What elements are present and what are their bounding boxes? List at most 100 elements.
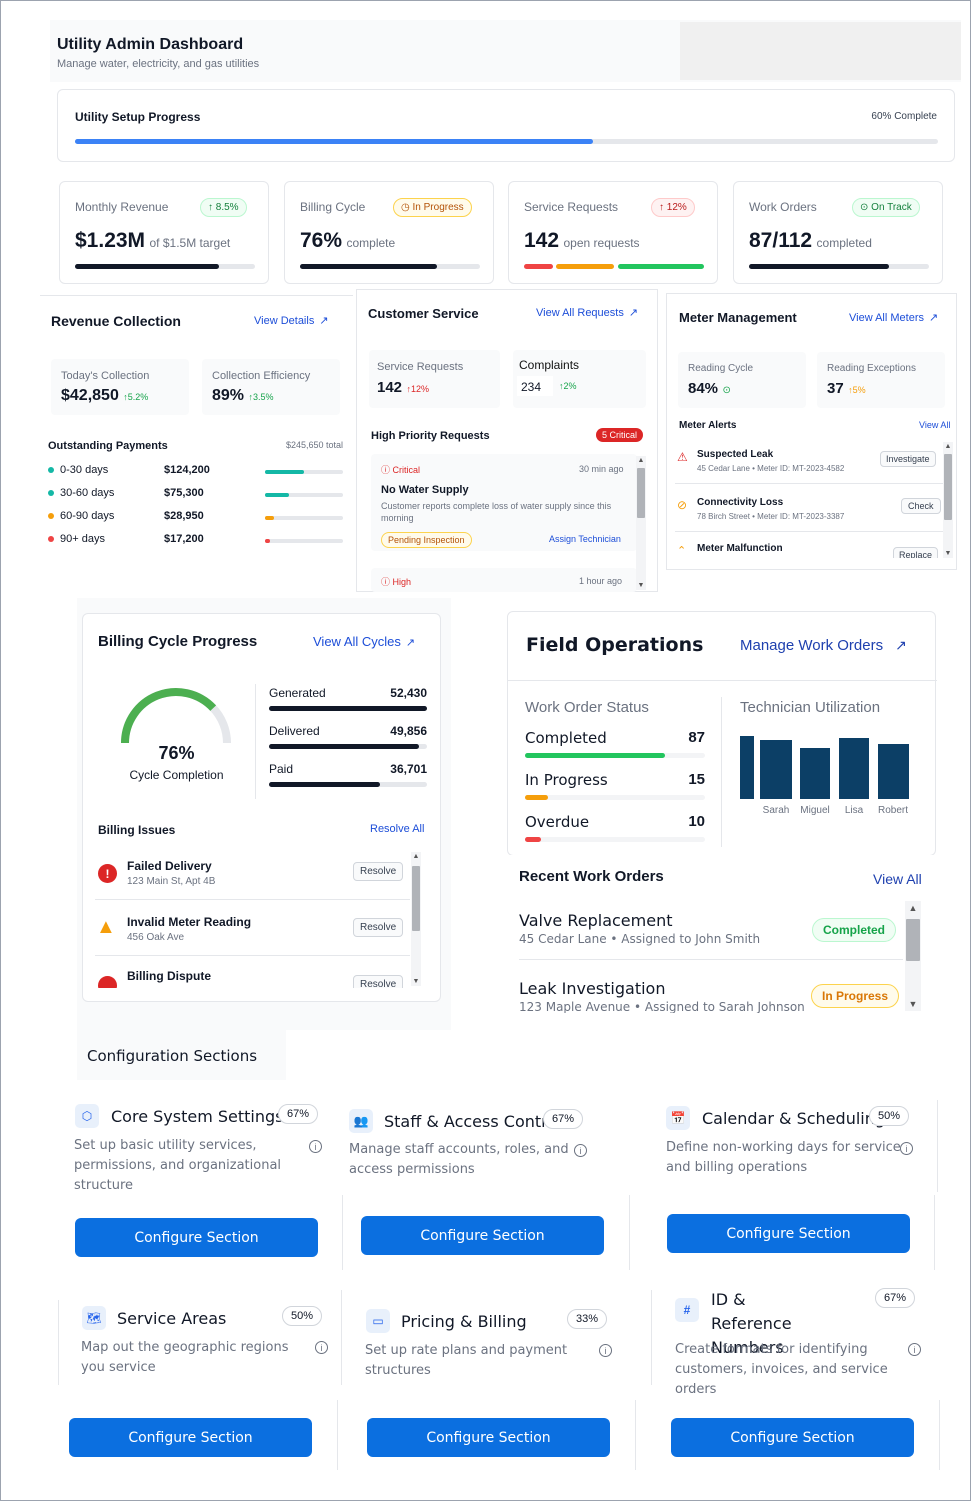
divider <box>629 1195 630 1270</box>
configure-section-button[interactable]: Configure Section <box>667 1214 910 1253</box>
scroll-down-icon[interactable]: ▼ <box>944 550 952 557</box>
panel-title: Field Operations <box>526 634 704 656</box>
configure-section-button[interactable]: Configure Section <box>671 1418 914 1457</box>
trending-up-icon: ↗ <box>319 315 329 327</box>
stat-card-work-orders: Work Orders ⊙ On Track 87/112 completed <box>733 181 943 284</box>
scroll-up-icon[interactable]: ▲ <box>412 853 420 860</box>
replace-button[interactable]: Replace <box>893 547 939 558</box>
alert-title: Connectivity Loss <box>697 497 784 508</box>
alert-item: ⚠ Suspected Leak 45 Cedar Lane • Meter I… <box>675 442 943 484</box>
setup-progress-card: Utility Setup Progress 60% Complete <box>57 89 955 162</box>
investigate-button[interactable]: Investigate <box>880 451 936 467</box>
config-card-calendar: 📅 Calendar & Scheduling 50% Define non-w… <box>660 1097 940 1272</box>
config-title: Staff & Access Control <box>384 1112 562 1131</box>
header-area: Utility Admin Dashboard Manage water, el… <box>50 20 961 82</box>
info-icon[interactable]: i <box>315 1341 328 1354</box>
resolve-button[interactable]: Resolve <box>353 975 404 988</box>
view-all-cycles-link[interactable]: View All Cycles ↗ <box>313 634 416 649</box>
alert-sub: 45 Cedar Lane • Meter ID: MT-2023-4582 <box>697 464 845 473</box>
reading-exceptions-label: Reading Exceptions <box>827 363 916 374</box>
arrow-up-icon: ↑ <box>659 202 667 213</box>
info-icon[interactable]: i <box>900 1142 913 1155</box>
issues-scrollbar[interactable]: ▲ ▼ <box>411 852 421 986</box>
requests-scrollbar[interactable]: ▲ ▼ <box>636 456 646 590</box>
view-all-work-orders-link[interactable]: View All <box>873 871 922 887</box>
scroll-down-icon[interactable]: ▼ <box>908 999 918 1009</box>
meter-management-panel: Meter Management View All Meters ↗ Readin… <box>666 293 957 570</box>
view-all-meters-link[interactable]: View All Meters ↗ <box>849 312 939 324</box>
scroll-down-icon[interactable]: ▼ <box>412 978 420 985</box>
wo-status-title: Work Order Status <box>525 699 649 716</box>
configure-section-button[interactable]: Configure Section <box>69 1418 312 1457</box>
request-time: 1 hour ago <box>579 576 623 586</box>
view-details-link[interactable]: View Details ↗ <box>254 315 329 327</box>
billing-stat-row: Paid 36,701 <box>269 762 427 792</box>
scroll-thumb[interactable] <box>906 919 920 961</box>
panel-title: Meter Management <box>679 310 797 325</box>
status-badge: In Progress <box>811 984 900 1008</box>
assign-technician-link[interactable]: Assign Technician <box>549 534 621 544</box>
resolve-button[interactable]: Resolve <box>353 918 404 937</box>
stat-value: $1.23M <box>75 229 146 252</box>
work-order-status-row: Overdue 10 <box>525 813 705 847</box>
info-icon[interactable]: i <box>309 1140 322 1153</box>
status-dot <box>48 467 54 473</box>
work-order-sub: 123 Maple Avenue • Assigned to Sarah Joh… <box>519 1000 805 1013</box>
stat-card-service-requests: Service Requests ↑ 12% 142 open requests <box>508 181 718 284</box>
tech-bar <box>839 738 869 799</box>
wo-bar <box>525 837 705 842</box>
info-icon[interactable]: i <box>908 1343 921 1356</box>
config-title: Calendar & Scheduling <box>702 1109 886 1128</box>
configure-section-button[interactable]: Configure Section <box>75 1218 318 1257</box>
wo-label: In Progress <box>525 771 608 789</box>
today-label: Today's Collection <box>61 370 150 382</box>
reading-exceptions-value: 37 <box>827 380 844 397</box>
stat-label: Work Orders <box>749 200 817 214</box>
stat-bar <box>269 782 427 787</box>
trending-up-icon: ↗ <box>405 637 416 649</box>
gauge-track <box>121 688 231 744</box>
config-card-pricing: ▭ Pricing & Billing 33% Set up rate plan… <box>355 1300 630 1475</box>
scroll-up-icon[interactable]: ▲ <box>637 457 645 464</box>
stat-suffix: open requests <box>563 236 640 250</box>
billing-cycle-panel: Billing Cycle Progress View All Cycles ↗ … <box>82 613 441 1002</box>
wo-value: 15 <box>688 771 705 788</box>
config-title: Pricing & Billing <box>401 1312 527 1331</box>
stat-label: Billing Cycle <box>300 200 366 214</box>
scroll-up-icon[interactable]: ▲ <box>944 443 952 450</box>
setup-progress-bar <box>75 139 938 144</box>
revenue-collection-panel: Revenue Collection View Details ↗ Today's… <box>40 295 353 575</box>
view-all-alerts-link[interactable]: View All <box>919 420 951 430</box>
alert-item: ⌃ Meter Malfunction Replace <box>675 538 943 558</box>
row-bar <box>265 516 343 520</box>
outstanding-row: 60-90 days $28,950 <box>48 510 348 528</box>
row-amount: $17,200 <box>164 533 204 545</box>
tech-label: Lisa <box>844 805 864 816</box>
warning-triangle-icon: ⚠ <box>677 450 688 464</box>
request-item[interactable]: ⓘ Critical 30 min ago No Water Supply Cu… <box>371 454 637 551</box>
stat-label: Paid <box>269 762 294 776</box>
resolve-all-link[interactable]: Resolve All <box>370 823 425 835</box>
alerts-scrollbar[interactable]: ▲ ▼ <box>943 442 953 558</box>
scroll-thumb[interactable] <box>944 454 952 520</box>
check-circle-icon: ⊙ <box>722 385 731 396</box>
check-button[interactable]: Check <box>901 498 941 514</box>
info-icon[interactable]: i <box>574 1144 587 1157</box>
stat-value: 52,430 <box>390 686 427 700</box>
manage-work-orders-link[interactable]: Manage Work Orders ↗ <box>740 637 907 654</box>
scroll-thumb[interactable] <box>412 866 420 931</box>
work-orders-scrollbar[interactable]: ▲ ▼ <box>905 901 921 1011</box>
scroll-up-icon[interactable]: ▲ <box>908 903 918 913</box>
info-icon[interactable]: i <box>599 1344 612 1357</box>
scroll-thumb[interactable] <box>637 468 645 518</box>
work-order-title: Valve Replacement <box>519 911 673 930</box>
configure-section-button[interactable]: Configure Section <box>361 1216 604 1255</box>
view-all-requests-link[interactable]: View All Requests ↗ <box>536 307 639 319</box>
scroll-down-icon[interactable]: ▼ <box>637 582 645 589</box>
configure-section-button[interactable]: Configure Section <box>367 1418 610 1457</box>
sr-label: Service Requests <box>377 361 464 373</box>
resolve-button[interactable]: Resolve <box>353 862 404 881</box>
request-item[interactable]: ⓘ High 1 hour ago <box>371 568 637 592</box>
critical-count-badge: 5 Critical <box>596 428 644 442</box>
work-order-status-row: Completed 87 <box>525 729 705 763</box>
